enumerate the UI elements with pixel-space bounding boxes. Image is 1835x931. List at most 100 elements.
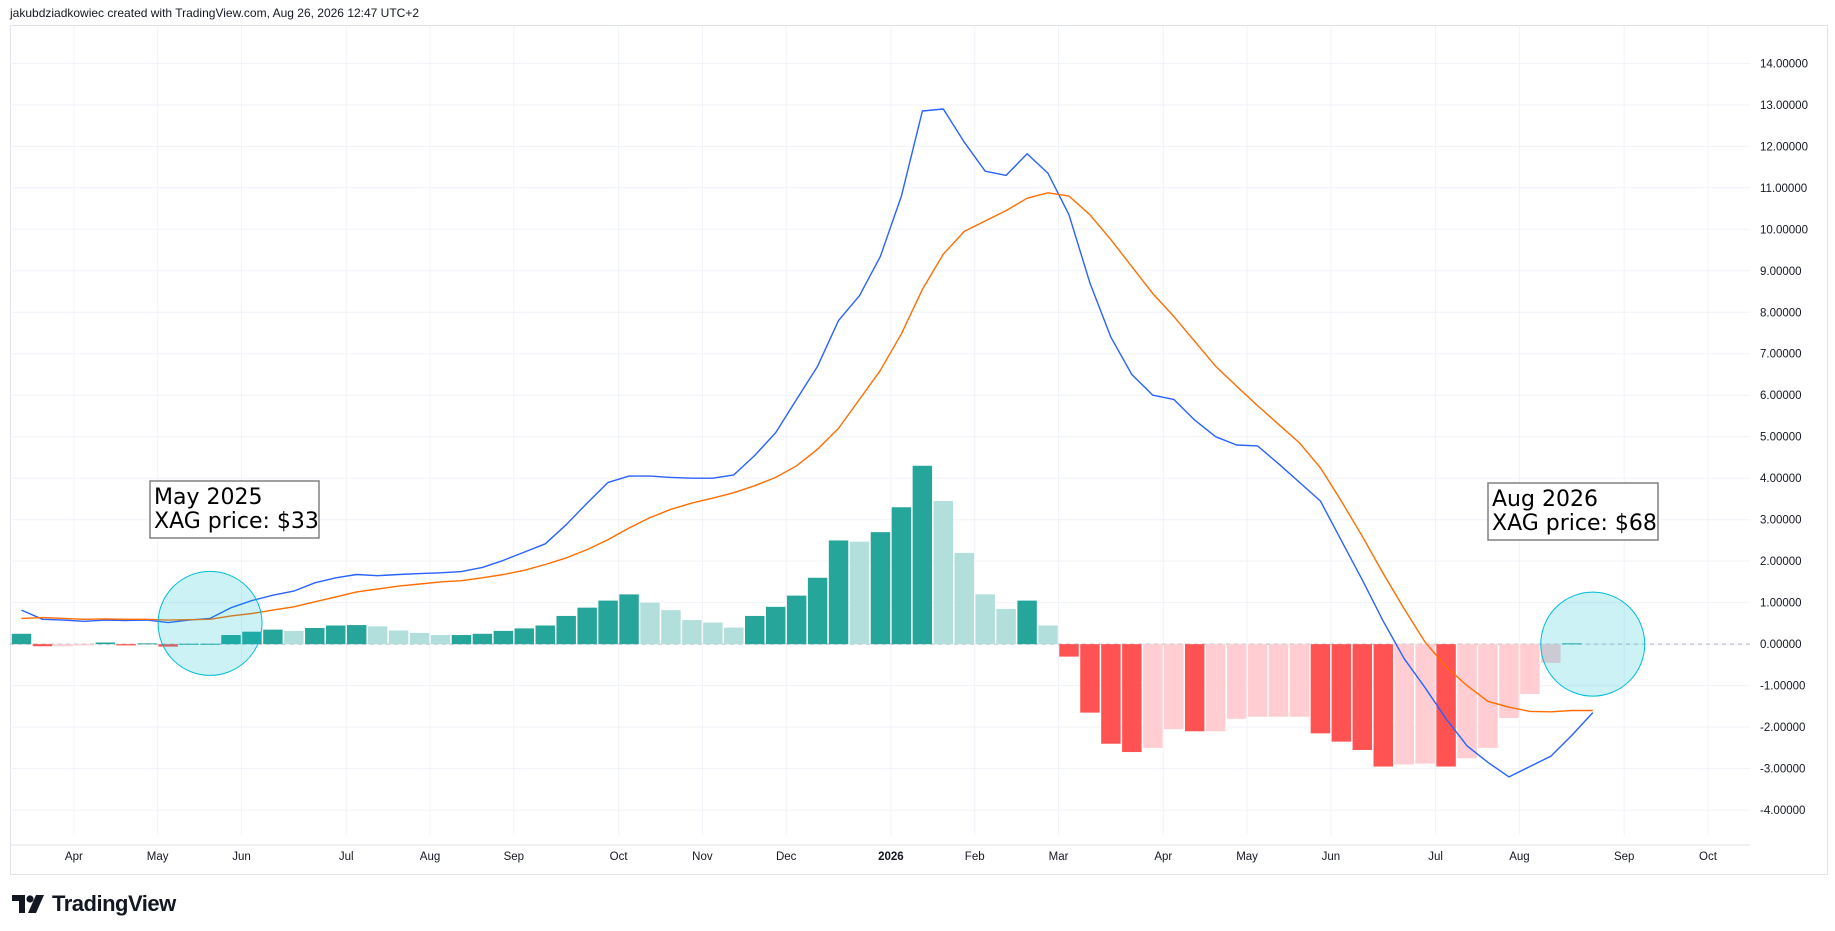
- histogram-bar[interactable]: [1499, 644, 1519, 719]
- x-tick-label: Nov: [692, 851, 713, 863]
- histogram-bar[interactable]: [32, 644, 53, 647]
- histogram-bar[interactable]: [221, 635, 241, 645]
- histogram-bar[interactable]: [1164, 644, 1184, 730]
- histogram-bar[interactable]: [346, 625, 367, 645]
- histogram-bar[interactable]: [74, 644, 95, 646]
- histogram-bar[interactable]: [451, 635, 472, 645]
- highlight-circle[interactable]: [157, 570, 263, 676]
- signal-line[interactable]: [21, 192, 1593, 713]
- histogram-bar[interactable]: [745, 615, 765, 645]
- histogram-bar[interactable]: [1457, 644, 1477, 759]
- histogram-bar[interactable]: [430, 635, 451, 645]
- macd-line[interactable]: [21, 108, 1594, 778]
- histogram-bar[interactable]: [1143, 644, 1163, 748]
- histogram-bar[interactable]: [1310, 644, 1331, 734]
- histogram-bar[interactable]: [1436, 644, 1456, 767]
- histogram-bar[interactable]: [1478, 644, 1498, 748]
- histogram-bar[interactable]: [765, 606, 786, 645]
- x-tick-label: May: [1236, 851, 1258, 863]
- histogram-bar[interactable]: [1562, 643, 1582, 645]
- histogram-bar[interactable]: [1541, 644, 1561, 663]
- histogram-bar[interactable]: [556, 615, 576, 645]
- histogram-bar[interactable]: [242, 631, 262, 645]
- histogram-bar[interactable]: [1059, 644, 1079, 657]
- histogram-bar[interactable]: [807, 577, 828, 645]
- histogram-bar[interactable]: [388, 630, 409, 645]
- histogram-bar[interactable]: [577, 607, 597, 645]
- price-note-price: XAG price: $33: [154, 509, 319, 534]
- histogram-bar[interactable]: [954, 552, 974, 645]
- histogram-bar[interactable]: [870, 532, 891, 645]
- histogram-bar[interactable]: [1289, 644, 1310, 717]
- histogram-bar[interactable]: [975, 594, 995, 645]
- histogram-bar[interactable]: [53, 644, 74, 647]
- histogram-bar[interactable]: [11, 633, 32, 645]
- highlight-markers: [157, 570, 1646, 697]
- histogram-bar[interactable]: [514, 628, 535, 645]
- histogram-bar[interactable]: [95, 642, 116, 645]
- histogram-bar[interactable]: [640, 602, 660, 645]
- histogram-bar[interactable]: [1101, 644, 1121, 744]
- histogram-bar[interactable]: [158, 644, 178, 647]
- histogram-bar[interactable]: [933, 501, 954, 645]
- histogram-bar[interactable]: [1352, 644, 1373, 750]
- histogram-bar[interactable]: [703, 622, 723, 645]
- histogram-bar[interactable]: [535, 625, 555, 645]
- histogram-bar[interactable]: [1394, 644, 1414, 765]
- histogram-bar[interactable]: [1415, 644, 1435, 764]
- x-tick-label: Jun: [1322, 851, 1341, 863]
- histogram-bar[interactable]: [1226, 644, 1247, 719]
- histogram-bar[interactable]: [409, 632, 430, 645]
- histogram-bar[interactable]: [472, 633, 493, 645]
- histogram-bar[interactable]: [116, 644, 136, 646]
- histogram-bar[interactable]: [1373, 644, 1393, 767]
- histogram-bar[interactable]: [1268, 644, 1289, 717]
- histogram-bar[interactable]: [367, 626, 388, 645]
- histogram-bars: [11, 465, 1582, 767]
- histogram-bar[interactable]: [912, 465, 933, 645]
- x-tick-label: Aug: [420, 851, 440, 863]
- highlight-circle[interactable]: [1540, 591, 1646, 697]
- histogram-bar[interactable]: [1038, 625, 1058, 645]
- histogram-bar[interactable]: [179, 643, 199, 645]
- histogram-bar[interactable]: [305, 627, 325, 645]
- histogram-bar[interactable]: [849, 541, 870, 645]
- y-tick-label: 4.00000: [1760, 473, 1802, 485]
- histogram-bar[interactable]: [1122, 644, 1142, 753]
- histogram-bar[interactable]: [724, 627, 744, 645]
- histogram-bar[interactable]: [200, 643, 220, 645]
- price-note-box: [149, 480, 320, 539]
- histogram-bar[interactable]: [828, 540, 849, 645]
- y-tick-label: 10.00000: [1760, 224, 1808, 236]
- histogram-bar[interactable]: [786, 595, 807, 645]
- y-tick-label: 5.00000: [1760, 432, 1802, 444]
- histogram-bar[interactable]: [619, 594, 639, 645]
- x-tick-label: Sep: [504, 851, 524, 863]
- price-note-date: Aug 2026: [1492, 487, 1598, 512]
- histogram-bar[interactable]: [1017, 600, 1037, 645]
- histogram-bar[interactable]: [1520, 644, 1540, 694]
- histogram-bar[interactable]: [1080, 644, 1100, 713]
- histogram-bar[interactable]: [996, 608, 1016, 645]
- tradingview-logo[interactable]: TradingView: [12, 891, 176, 917]
- histogram-bar[interactable]: [598, 600, 618, 645]
- histogram-bar[interactable]: [1247, 644, 1268, 717]
- histogram-bar[interactable]: [1331, 644, 1352, 742]
- histogram-bar[interactable]: [891, 507, 912, 645]
- histogram-bar[interactable]: [682, 620, 702, 645]
- histogram-bar[interactable]: [284, 630, 304, 645]
- histogram-bar[interactable]: [1184, 644, 1205, 732]
- histogram-bar[interactable]: [493, 630, 514, 645]
- x-tick-label: 2026: [878, 851, 904, 863]
- y-tick-label: 12.00000: [1760, 141, 1808, 153]
- histogram-bar[interactable]: [137, 643, 157, 645]
- histogram-bar[interactable]: [326, 625, 346, 645]
- x-tick-label: Aug: [1509, 851, 1529, 863]
- x-tick-label: Dec: [776, 851, 797, 863]
- histogram-bar[interactable]: [263, 629, 283, 645]
- histogram-bar[interactable]: [1205, 644, 1226, 732]
- histogram-bar[interactable]: [661, 610, 681, 645]
